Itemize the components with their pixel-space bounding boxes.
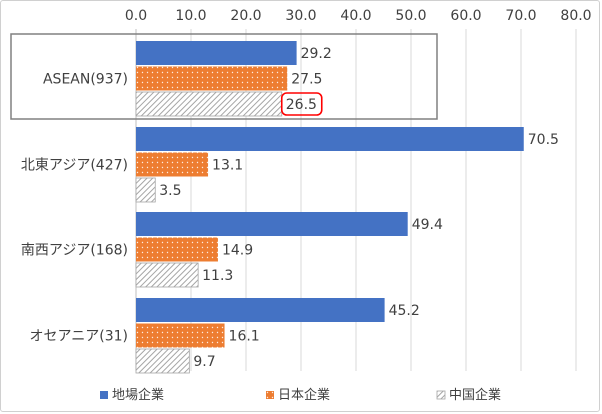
category-label: 北東アジア(427) (21, 158, 128, 174)
bar (136, 127, 524, 151)
x-tick-label: 80.0 (560, 8, 591, 24)
bar (135, 177, 156, 203)
data-label: 9.7 (193, 354, 215, 370)
data-label: 70.5 (528, 132, 559, 148)
data-label: 45.2 (389, 303, 420, 319)
x-axis-ticks: 0.0 10.0 20.0 30.0 40.0 50.0 60.0 70.0 80.0 (125, 8, 592, 24)
category-label: オセアニア(31) (30, 329, 128, 345)
bar (135, 262, 199, 288)
x-tick-label: 20.0 (230, 8, 261, 24)
x-tick-label: 40.0 (340, 8, 371, 24)
category-label: 南西アジア(168) (21, 243, 128, 259)
category-labels: ASEAN(937) 北東アジア(427) 南西アジア(168) オセアニア(31) (21, 72, 128, 345)
bar (136, 212, 408, 236)
bars (135, 41, 524, 374)
highlight-circle (280, 92, 323, 116)
legend-label: 地場企業 (112, 387, 164, 403)
category-label: ASEAN(937) (43, 72, 128, 88)
legend-label: 中国企業 (449, 387, 501, 403)
bar (136, 41, 297, 65)
legend-swatch (436, 390, 446, 400)
x-tick-label: 10.0 (175, 8, 206, 24)
bar (136, 66, 288, 91)
data-label: 14.9 (222, 243, 253, 259)
bar (135, 348, 190, 374)
highlight-box (10, 33, 438, 120)
bar (136, 323, 225, 348)
data-label: 26.5 (286, 97, 317, 113)
data-labels: 29.2 27.5 26.5 70.5 13.1 3.5 49.4 14.9 11.3 45.2 1… (159, 46, 559, 370)
legend-swatch (100, 391, 108, 399)
bar (136, 152, 209, 177)
x-tick-label: 70.0 (505, 8, 536, 24)
x-tick-label: 0.0 (125, 8, 147, 24)
legend-swatch (266, 391, 274, 399)
data-label: 49.4 (412, 217, 443, 233)
data-label: 16.1 (229, 329, 260, 345)
data-label: 11.3 (202, 268, 233, 284)
data-label: 29.2 (301, 46, 332, 62)
bar (136, 298, 385, 322)
asean-highlight-rect (10, 33, 438, 120)
x-tick-label: 50.0 (395, 8, 426, 24)
legend: 地場企業 日本企業 中国企業 (100, 387, 501, 403)
x-tick-label: 60.0 (450, 8, 481, 24)
bar (136, 237, 218, 262)
x-tick-label: 30.0 (285, 8, 316, 24)
data-label: 27.5 (291, 72, 322, 88)
data-label: 3.5 (159, 183, 181, 199)
data-label: 13.1 (212, 158, 243, 174)
bar (135, 91, 283, 117)
legend-label: 日本企業 (278, 387, 330, 403)
